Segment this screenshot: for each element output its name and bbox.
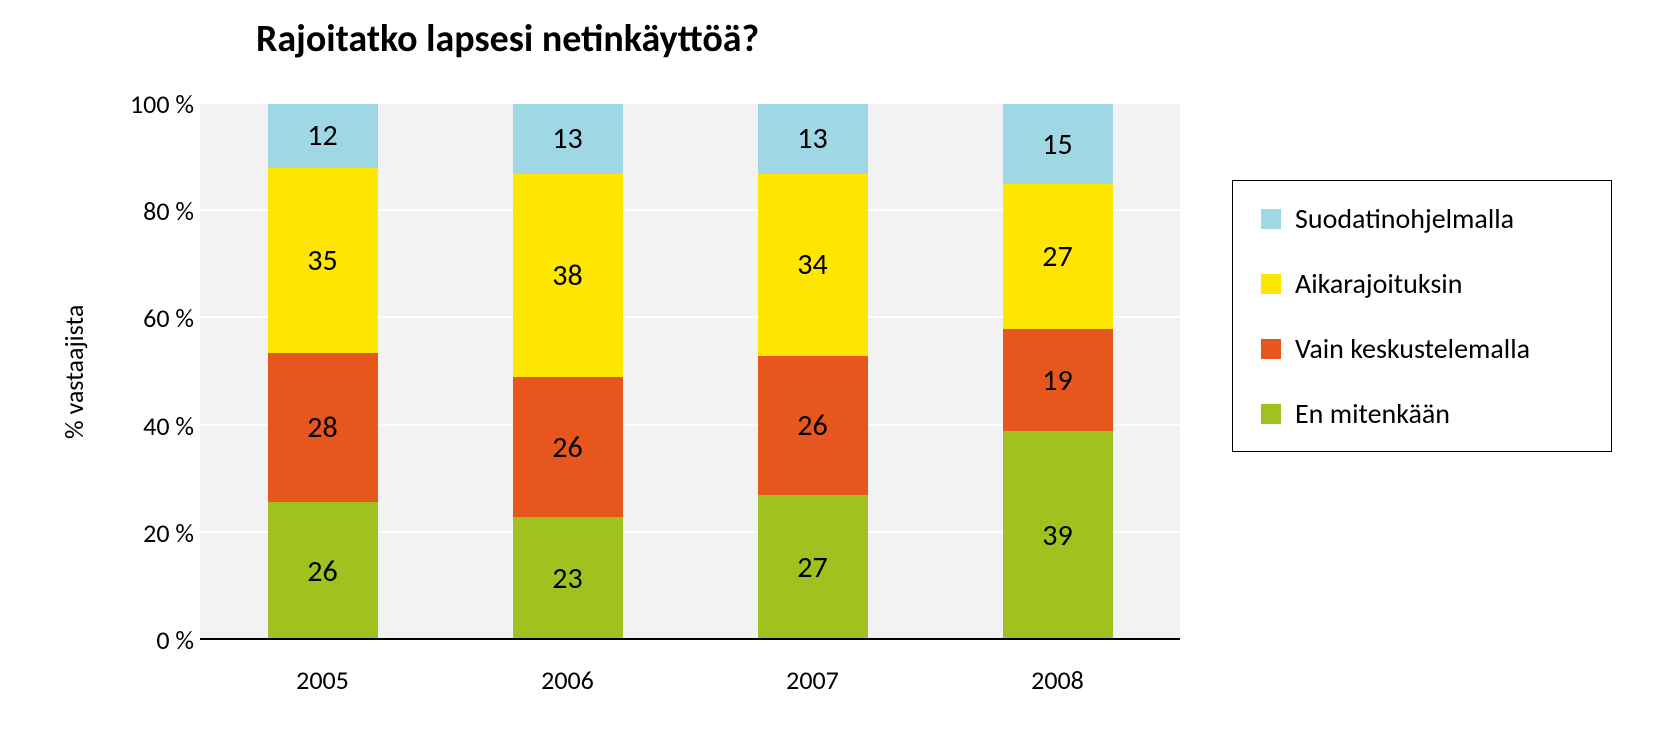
segment-value: 13 — [797, 120, 827, 157]
x-tick-label: 2008 — [1003, 664, 1113, 696]
bar-segment-suodatinohjelmalla: 13 — [513, 104, 623, 174]
x-tick-label: 2005 — [268, 664, 378, 696]
segment-value: 15 — [1042, 126, 1072, 163]
legend-swatch — [1261, 339, 1281, 359]
legend-swatch — [1261, 274, 1281, 294]
segment-value: 26 — [797, 407, 827, 444]
bar-segment-aikarajoituksin: 27 — [1003, 184, 1113, 329]
x-axis-line — [200, 638, 1180, 640]
segment-value: 34 — [797, 246, 827, 283]
segment-value: 13 — [552, 120, 582, 157]
legend: Suodatinohjelmalla Aikarajoituksin Vain ke… — [1232, 180, 1612, 452]
segment-value: 28 — [307, 409, 337, 446]
chart-title: Rajoitatko lapsesi netinkäyttöä? — [256, 16, 759, 62]
bar-segment-suodatinohjelmalla: 15 — [1003, 104, 1113, 184]
legend-swatch — [1261, 209, 1281, 229]
legend-label: Suodatinohjelmalla — [1295, 201, 1514, 236]
bar-segment-en_mitenkaan: 23 — [513, 517, 623, 640]
bars-container: 26 28 35 12 23 26 38 13 27 26 34 13 39 19 27 15 — [200, 104, 1180, 640]
legend-item: Aikarajoituksin — [1261, 266, 1583, 301]
segment-value: 12 — [307, 117, 337, 154]
legend-label: En mitenkään — [1295, 396, 1450, 431]
plot-area: 26 28 35 12 23 26 38 13 27 26 34 13 39 19 27 15 — [200, 104, 1180, 640]
segment-value: 23 — [552, 560, 582, 597]
bar: 26 28 35 12 — [268, 104, 378, 640]
bar-segment-en_mitenkaan: 27 — [758, 495, 868, 640]
segment-value: 35 — [307, 242, 337, 279]
bar-segment-aikarajoituksin: 38 — [513, 174, 623, 378]
legend-item: En mitenkään — [1261, 396, 1583, 431]
bar-segment-aikarajoituksin: 35 — [268, 168, 378, 354]
bar-segment-en_mitenkaan: 39 — [1003, 431, 1113, 640]
bar-segment-aikarajoituksin: 34 — [758, 174, 868, 356]
y-axis-label: % vastaajista — [58, 104, 96, 640]
x-tick-label: 2007 — [758, 664, 868, 696]
bar-segment-vain_keskustelemalla: 28 — [268, 353, 378, 502]
bar-segment-vain_keskustelemalla: 26 — [513, 377, 623, 516]
segment-value: 27 — [1042, 238, 1072, 275]
bar: 27 26 34 13 — [758, 104, 868, 640]
x-axis-labels: 2005 2006 2007 2008 — [200, 664, 1180, 696]
legend-item: Vain keskustelemalla — [1261, 331, 1583, 366]
y-axis-ticks: 100 %80 %60 %40 %20 %0 % — [104, 104, 194, 640]
legend-label: Aikarajoituksin — [1295, 266, 1462, 301]
bar-segment-suodatinohjelmalla: 13 — [758, 104, 868, 174]
legend-swatch — [1261, 404, 1281, 424]
bar: 39 19 27 15 — [1003, 104, 1113, 640]
segment-value: 38 — [552, 257, 582, 294]
bar: 23 26 38 13 — [513, 104, 623, 640]
segment-value: 26 — [552, 429, 582, 466]
legend-label: Vain keskustelemalla — [1295, 331, 1530, 366]
segment-value: 26 — [307, 553, 337, 590]
segment-value: 39 — [1042, 517, 1072, 554]
bar-segment-en_mitenkaan: 26 — [268, 502, 378, 640]
legend-item: Suodatinohjelmalla — [1261, 201, 1583, 236]
bar-segment-vain_keskustelemalla: 19 — [1003, 329, 1113, 431]
bar-segment-suodatinohjelmalla: 12 — [268, 104, 378, 168]
bar-segment-vain_keskustelemalla: 26 — [758, 356, 868, 495]
segment-value: 27 — [797, 549, 827, 586]
x-tick-label: 2006 — [513, 664, 623, 696]
segment-value: 19 — [1042, 362, 1072, 399]
